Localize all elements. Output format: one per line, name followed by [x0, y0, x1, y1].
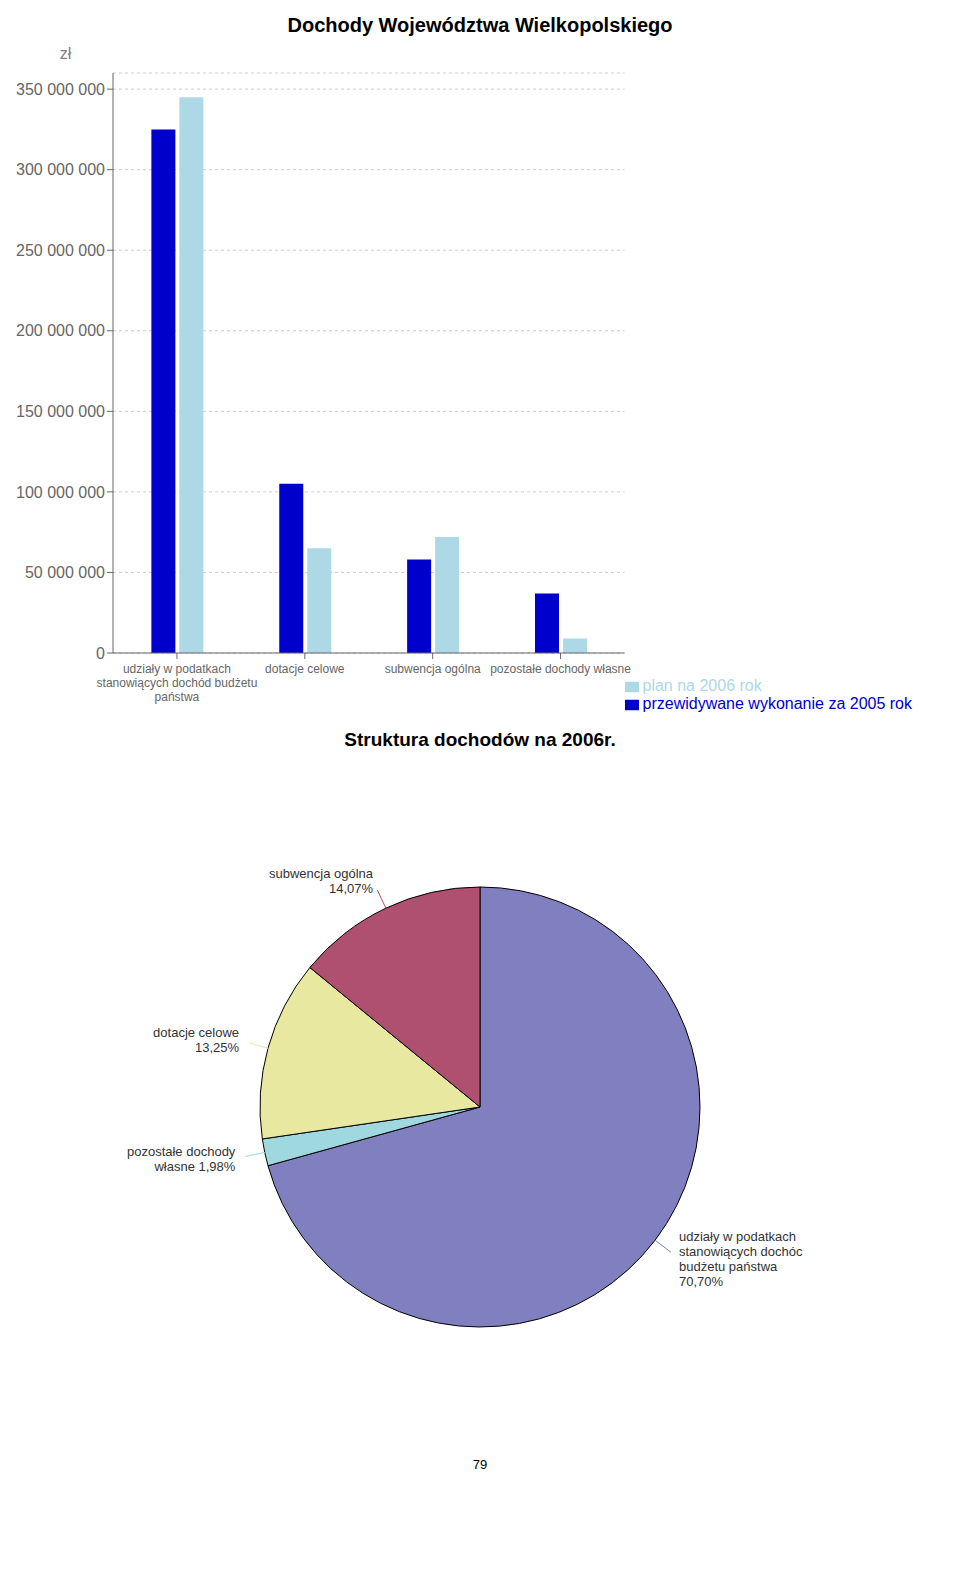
html-text:79: 79 [472, 1457, 488, 1472]
svg-text:0: 0 [96, 645, 105, 662]
svg-text:udziały w podatkachstanowiącyc: udziały w podatkachstanowiących dochód b… [97, 662, 258, 704]
svg-text:subwencja ogólna: subwencja ogólna [385, 662, 481, 676]
svg-text:zł: zł [60, 45, 72, 62]
html-text:Struktura dochodów na 2006r.: Struktura dochodów na 2006r. [344, 729, 616, 750]
html-text:Dochody Województwa Wielkopols: Dochody Województwa Wielkopolskiego [287, 14, 673, 36]
svg-text:50 000 000: 50 000 000 [25, 564, 105, 581]
svg-text:pozostałe dochody własne: pozostałe dochody własne [490, 662, 631, 676]
svg-text:subwencja ogólna14,07%: subwencja ogólna14,07% [269, 866, 374, 896]
svg-text:150 000 000: 150 000 000 [16, 403, 105, 420]
svg-text:dotacje celowe: dotacje celowe [265, 662, 345, 676]
svg-text:100 000 000: 100 000 000 [16, 484, 105, 501]
svg-text:250 000 000: 250 000 000 [16, 242, 105, 259]
html-text:plan na 2006 rok: plan na 2006 rok [642, 677, 762, 694]
svg-text:350 000 000: 350 000 000 [16, 81, 105, 98]
svg-text:300 000 000: 300 000 000 [16, 161, 105, 178]
svg-text:200 000 000: 200 000 000 [16, 322, 105, 339]
html-text:przewidywane wykonanie za 2005: przewidywane wykonanie za 2005 rok [642, 695, 912, 712]
svg-text:dotacje celowe13,25%: dotacje celowe13,25% [153, 1025, 239, 1055]
svg-text:pozostałe dochodywłasne 1,98%: pozostałe dochodywłasne 1,98% [127, 1144, 236, 1174]
svg-text:udziały w podatkachstanowiącyc: udziały w podatkachstanowiących dochócbu… [679, 1229, 803, 1289]
